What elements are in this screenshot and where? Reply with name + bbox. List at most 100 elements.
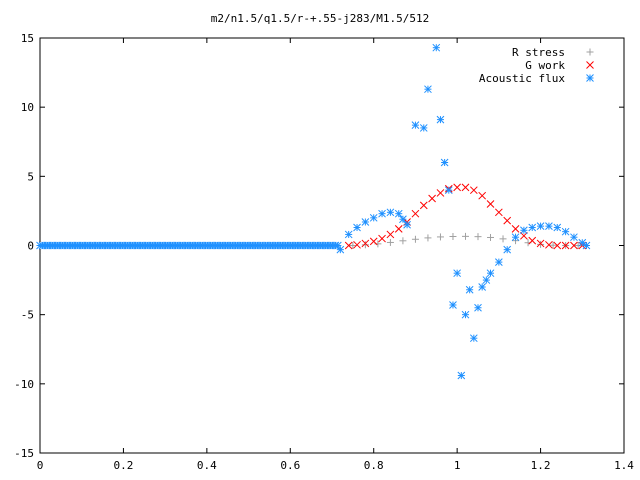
- r-stress-point: [487, 233, 495, 241]
- acoustic-flux-point: [457, 371, 466, 380]
- y-tick-label: -15: [14, 447, 34, 460]
- g-work-point: [344, 241, 353, 250]
- g-work-point: [436, 189, 445, 197]
- r-stress-point: [449, 233, 457, 241]
- g-work-point: [486, 200, 495, 208]
- g-work-point: [536, 239, 545, 248]
- x-tick-label: 0.2: [113, 459, 133, 472]
- r-stress-point: [537, 240, 545, 248]
- x-tick-label: 1.2: [531, 459, 551, 472]
- acoustic-flux-point: [461, 310, 470, 319]
- g-work-point: [369, 237, 378, 246]
- legend-marker: [586, 48, 594, 56]
- acoustic-flux-point: [399, 215, 407, 224]
- acoustic-flux-point: [369, 213, 378, 222]
- acoustic-flux-point: [353, 223, 361, 232]
- acoustic-flux-point: [344, 230, 353, 239]
- acoustic-flux-point: [495, 258, 503, 266]
- acoustic-flux-point: [582, 241, 591, 250]
- acoustic-flux-point: [403, 220, 411, 229]
- legend-marker: [586, 74, 594, 82]
- acoustic-flux-point: [432, 43, 441, 52]
- g-work-point: [469, 186, 478, 195]
- y-tick-label: 5: [27, 170, 34, 183]
- y-tick-label: 10: [21, 101, 34, 114]
- x-tick-label: 0.8: [364, 459, 384, 472]
- x-tick-label: 0: [37, 459, 44, 472]
- acoustic-flux-point: [440, 158, 449, 167]
- r-stress-point: [461, 232, 469, 240]
- acoustic-flux-point: [474, 303, 482, 312]
- g-work-point: [528, 236, 537, 245]
- g-work-point: [394, 225, 403, 233]
- legend-label: Acoustic flux: [479, 72, 565, 85]
- r-stress-point: [349, 242, 357, 249]
- acoustic-flux-point: [482, 276, 491, 284]
- acoustic-flux-point: [511, 233, 520, 242]
- r-stress-point: [411, 235, 419, 243]
- y-tick-label: 15: [21, 32, 34, 45]
- legend-label: R stress: [512, 46, 565, 59]
- g-work-point: [428, 194, 436, 203]
- g-work-point: [545, 240, 553, 249]
- g-work-point: [570, 241, 578, 250]
- y-tick-label: -10: [14, 378, 34, 391]
- r-stress-point: [361, 241, 369, 249]
- acoustic-flux-point: [465, 285, 474, 294]
- acoustic-flux-point: [394, 209, 403, 218]
- acoustic-flux-point: [545, 222, 553, 230]
- acoustic-flux-point: [333, 241, 342, 250]
- r-stress-point: [474, 233, 482, 241]
- r-stress-point: [436, 233, 444, 241]
- g-work-point: [353, 240, 361, 249]
- r-stress-point: [386, 238, 394, 246]
- series-layer: [36, 43, 591, 380]
- acoustic-flux-point: [469, 334, 478, 343]
- acoustic-flux-point: [436, 115, 445, 124]
- acoustic-flux-point: [528, 223, 537, 232]
- g-work-point: [561, 241, 570, 250]
- g-work-point: [520, 231, 528, 240]
- acoustic-flux-point: [553, 223, 562, 232]
- acoustic-flux-point: [478, 283, 487, 291]
- g-work-point: [419, 201, 428, 210]
- acoustic-flux-point: [411, 121, 420, 130]
- y-tick-label: -5: [21, 309, 34, 322]
- x-tick-label: 1.4: [614, 459, 634, 472]
- acoustic-flux-point: [486, 269, 495, 278]
- x-tick-label: 1: [454, 459, 461, 472]
- r-stress-point: [574, 242, 582, 249]
- acoustic-flux-point: [444, 186, 453, 195]
- y-tick-label: 0: [27, 240, 34, 253]
- legend-marker: [586, 61, 594, 69]
- acoustic-flux-point: [419, 124, 428, 132]
- chart-title: m2/n1.5/q1.5/r-+.55-j283/M1.5/512: [211, 12, 430, 25]
- g-work-point: [361, 239, 370, 248]
- x-tick-label: 0.6: [280, 459, 300, 472]
- acoustic-flux-point: [453, 269, 461, 278]
- g-work-point: [453, 183, 461, 192]
- g-work-point: [461, 183, 470, 192]
- acoustic-flux-point: [424, 85, 432, 94]
- x-axis-ticks: 0 0.2 0.4 0.6 0.8 1 1.2 1.4: [37, 38, 634, 472]
- acoustic-flux-point: [536, 222, 545, 230]
- g-work-point: [553, 241, 562, 250]
- g-work-point: [478, 191, 487, 200]
- g-work-point: [495, 208, 503, 217]
- acoustic-flux-point: [386, 208, 395, 217]
- g-work-point: [511, 225, 520, 233]
- r-stress-point: [374, 240, 382, 248]
- r-stress-point: [549, 241, 557, 249]
- acoustic-flux-point: [503, 245, 512, 254]
- x-tick-label: 0.4: [197, 459, 217, 472]
- acoustic-flux-point: [570, 233, 578, 242]
- acoustic-flux-point: [336, 245, 345, 254]
- g-work-point: [411, 209, 420, 218]
- g-work-point: [378, 234, 386, 243]
- r-stress-point: [399, 237, 407, 245]
- acoustic-flux-point: [520, 226, 528, 235]
- acoustic-flux-point: [449, 301, 457, 309]
- acoustic-flux-point: [361, 218, 370, 226]
